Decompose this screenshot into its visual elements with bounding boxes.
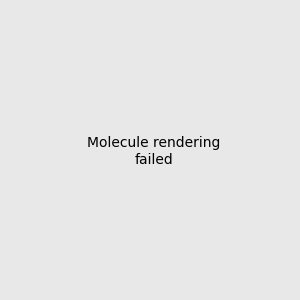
Text: Molecule rendering
failed: Molecule rendering failed: [87, 136, 220, 166]
